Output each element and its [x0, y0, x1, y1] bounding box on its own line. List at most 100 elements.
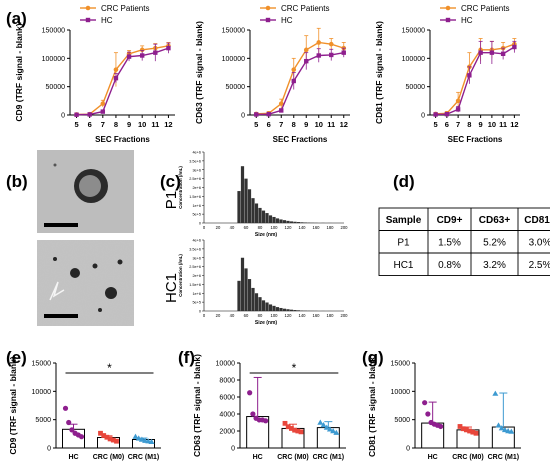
histogram-bar [268, 304, 273, 311]
table-cell: 5.2% [483, 237, 506, 248]
data-point [132, 433, 139, 439]
vesicle [53, 257, 57, 261]
x-tick-label: 20 [216, 313, 221, 318]
significance-label: * [292, 361, 297, 375]
x-tick-label: 6 [88, 120, 92, 129]
data-point [153, 50, 158, 55]
x-tick-label: 11 [499, 120, 507, 129]
data-point [425, 411, 431, 417]
vesicle [98, 308, 102, 312]
y-axis-label: CD81 (TRF signal - blank) [367, 354, 377, 457]
histogram-bar [261, 210, 266, 223]
x-tick-label: 140 [299, 225, 307, 230]
y-axis-label: CD9 (TRF signal - blank) [8, 356, 18, 454]
data-point [330, 428, 337, 434]
y-tick-label: 4e+6 [192, 151, 201, 155]
data-point [508, 428, 515, 434]
data-point [247, 390, 253, 396]
x-tick-label: 40 [230, 313, 235, 318]
vesicle [105, 287, 117, 299]
y-tick-label: 0 [47, 446, 51, 453]
data-point [278, 101, 284, 106]
series-hc [74, 42, 171, 117]
histogram-bar [296, 222, 301, 223]
y-axis-label: CD63 (TRF signal - blank) [192, 354, 202, 457]
series-hc [433, 40, 517, 117]
x-tick-label: 20 [216, 225, 221, 230]
data-point [495, 422, 502, 428]
legend-entry: HC [101, 16, 113, 25]
legend-marker [445, 17, 451, 23]
y-tick-label: 4000 [219, 412, 235, 419]
histogram-bar [240, 257, 245, 311]
series-line [76, 45, 169, 116]
y-tick-label: 6000 [219, 395, 235, 402]
histogram-bar [251, 198, 255, 223]
significance-label: * [107, 361, 112, 375]
histogram-bar [254, 203, 259, 223]
x-tick-label: 10 [315, 120, 323, 129]
data-point [467, 73, 472, 78]
x-tick-label: 11 [151, 120, 159, 129]
histogram-bar [289, 221, 294, 223]
x-tick-label: 5 [74, 120, 78, 129]
histogram-bar [282, 308, 287, 311]
data-point [489, 50, 495, 55]
table-header-cell: CD9+ [437, 215, 463, 226]
x-tick-label: 7 [101, 120, 105, 129]
y-tick-label: 15000 [391, 361, 411, 368]
panel-b-micrographs [37, 150, 134, 326]
data-point [317, 419, 324, 425]
data-point [500, 51, 506, 56]
data-point [316, 53, 321, 58]
data-point [333, 429, 340, 435]
bar-chart-cd9: 0 5000 10000 15000 CD9 (TRF signal - blank) H… [8, 356, 161, 461]
scale-bar-bottom [44, 314, 78, 318]
x-tick-label: 200 [341, 313, 349, 318]
histogram-bar [240, 166, 245, 223]
histogram-bar [282, 220, 287, 223]
data-point [282, 420, 288, 426]
y-axis-label: Concentration (/mL) [178, 166, 183, 209]
panel-c: P1 0 5e+5 1e+6 1.5e+6 2e+6 2.5e+6 3e+6 3.5e+6 4e+… [163, 151, 348, 327]
histogram-bar [293, 221, 297, 223]
data-point [470, 429, 476, 435]
histogram-bar [286, 220, 290, 223]
y-tick-label: 15000 [32, 361, 52, 368]
x-tick-label: 100 [271, 313, 279, 318]
x-tick-label: 8 [292, 120, 296, 129]
bar-chart-cd63: 0 2000 4000 6000 8000 10000 CD63 (TRF signal -… [192, 354, 346, 461]
data-point [110, 437, 116, 443]
x-tick-label: 8 [114, 120, 118, 129]
y-tick-label: 150000 [402, 28, 425, 35]
data-point [438, 423, 444, 430]
data-point [285, 424, 291, 430]
data-point [295, 428, 301, 434]
grid-crack [49, 281, 65, 301]
x-tick-label: 10 [138, 120, 146, 129]
data-point [422, 400, 428, 406]
histogram-bar [286, 309, 290, 311]
table-cell: 0.8% [438, 260, 461, 271]
histogram-title: HC1 [163, 273, 180, 303]
histogram-bar [272, 305, 276, 311]
data-point [101, 433, 107, 438]
data-point [492, 390, 499, 396]
histogram-bar [258, 297, 262, 311]
legend-entry: HC [281, 16, 293, 25]
particle [53, 163, 57, 167]
data-point [107, 436, 113, 442]
table-header-cell: CD81+ [524, 215, 550, 226]
panel-label-f: (f) [178, 348, 195, 367]
x-tick-label: 120 [285, 225, 293, 230]
y-tick-label: 150000 [222, 28, 245, 35]
y-tick-label: 100000 [222, 56, 245, 63]
data-point [341, 50, 346, 55]
x-tick-label: 9 [479, 120, 483, 129]
data-point [444, 111, 450, 117]
histogram-bar [251, 287, 255, 311]
histogram-bar [237, 191, 241, 223]
y-axis-label: CD81 (TRF signal - blank) [374, 21, 384, 124]
